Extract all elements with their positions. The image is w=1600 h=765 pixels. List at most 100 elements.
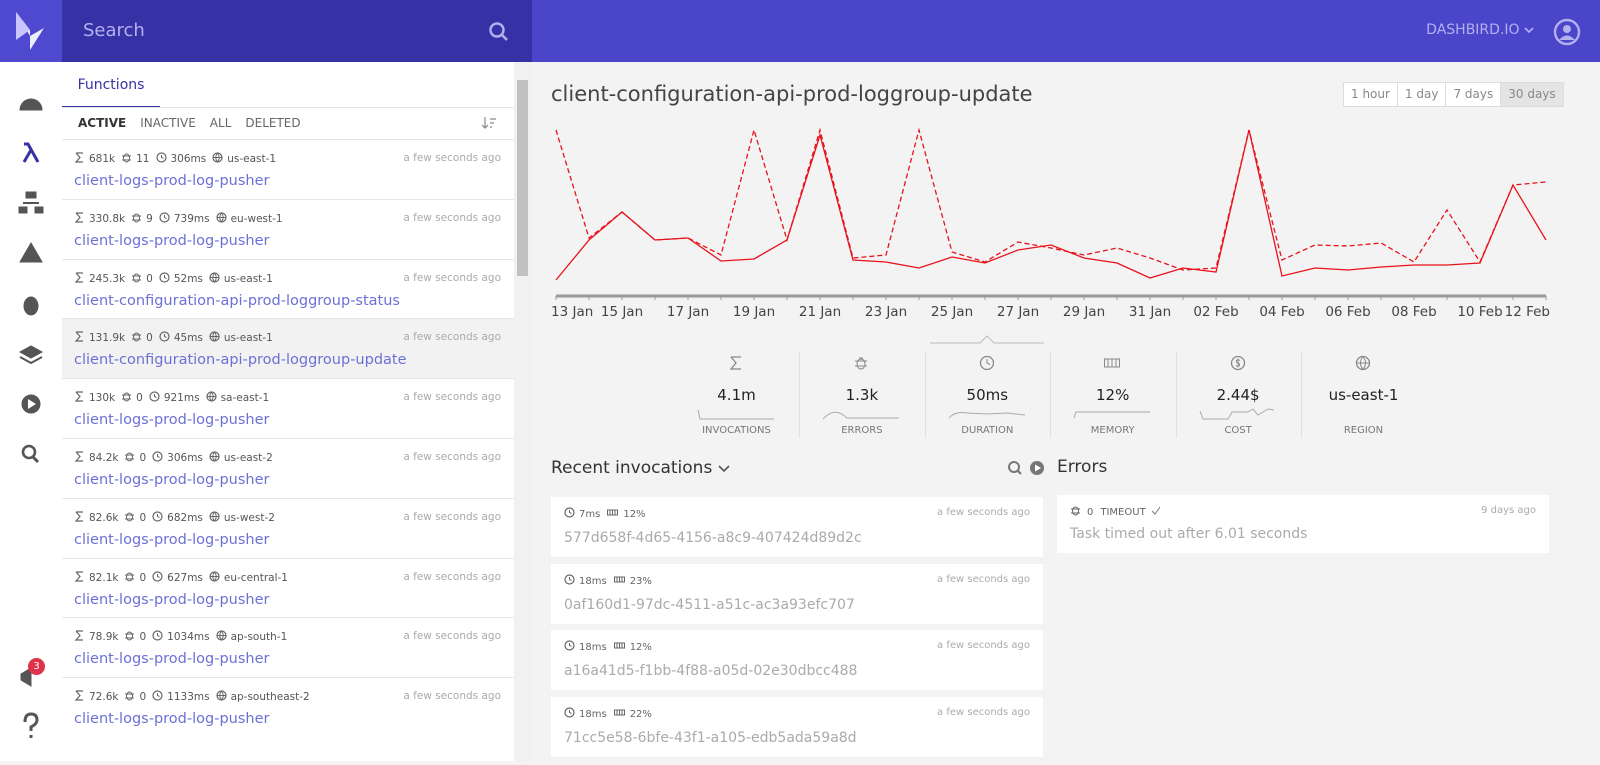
filter-tab[interactable]: ACTIVE <box>78 116 127 130</box>
function-row[interactable]: 131.9k 0 45ms us-east-1 a few seconds ago cli… <box>62 318 514 379</box>
x-tick-label: 29 Jan <box>1063 304 1105 320</box>
function-name[interactable]: client-logs-prod-log-pusher <box>74 472 270 488</box>
meta-duration: 306ms <box>167 452 203 464</box>
function-row[interactable]: 82.1k 0 627ms eu-central-1 a few seconds ago… <box>62 557 514 618</box>
nav-errors[interactable] <box>23 296 39 316</box>
search-bar[interactable]: Search <box>62 0 532 62</box>
stat-value: 12% <box>1096 386 1130 404</box>
bug-icon <box>122 153 132 163</box>
search-icon[interactable] <box>488 21 510 43</box>
function-row[interactable]: 130k 0 921ms sa-east-1 a few seconds ago clie… <box>62 378 514 438</box>
function-row[interactable]: 78.9k 0 1034ms ap-south-1 a few seconds ago c… <box>62 617 514 677</box>
functions-tab[interactable]: Functions <box>62 62 160 108</box>
function-name[interactable]: client-logs-prod-log-pusher <box>74 232 270 249</box>
invocation-id[interactable]: 577d658f-4d65-4156-a8c9-407424d89d2c <box>564 530 862 546</box>
meta-duration: 45ms <box>173 332 203 345</box>
range-button[interactable]: 1 hour <box>1344 83 1398 106</box>
x-tick-label: 04 Feb <box>1259 304 1304 320</box>
stat-icon <box>1104 358 1121 368</box>
logo-icon <box>16 12 44 50</box>
stat-divider <box>799 352 801 438</box>
nav-structure[interactable] <box>18 191 44 214</box>
dashed-line <box>555 127 1547 271</box>
function-meta: 72.6k 0 1133ms ap-southeast-2 <box>74 690 310 703</box>
function-row[interactable]: 72.6k 0 1133ms ap-southeast-2 a few seconds … <box>62 677 514 737</box>
invocation-id[interactable]: 71cc5e58-6bfe-43f1-a105-edb5ada59a8d <box>564 729 857 746</box>
function-name[interactable]: client-logs-prod-log-pusher <box>74 591 270 608</box>
stat: 1.3k ERRORS <box>799 0 924 440</box>
function-name[interactable]: client-logs-prod-log-pusher <box>74 711 270 728</box>
function-row[interactable]: 82.6k 0 682ms us-west-2 a few seconds ago cli… <box>62 497 514 558</box>
function-time: a few seconds ago <box>403 152 501 164</box>
function-name[interactable]: client-logs-prod-log-pusher <box>74 412 270 429</box>
function-row[interactable]: 330.8k 9 739ms eu-west-1 a few seconds ago cl… <box>62 198 514 259</box>
function-meta: 330.8k 9 739ms eu-west-1 <box>74 212 283 225</box>
invocation-card[interactable]: 18ms 22% a few seconds ago 71cc5e58-6bfe-43… <box>551 696 1043 757</box>
nav-functions[interactable] <box>22 142 40 163</box>
scroll-thumb[interactable] <box>517 80 528 276</box>
function-time: a few seconds ago <box>403 690 501 703</box>
function-name[interactable]: client-logs-prod-log-pusher <box>74 531 270 548</box>
nav-play[interactable] <box>21 394 41 414</box>
function-name[interactable]: client-logs-prod-log-pusher <box>74 651 270 668</box>
stat-value: 50ms <box>966 386 1009 404</box>
stat-value: 1.3k <box>845 386 879 404</box>
sort-icon[interactable] <box>481 116 497 130</box>
mem-icon <box>613 642 625 649</box>
meta-invocations: 82.6k <box>89 511 119 524</box>
meta-duration: 921ms <box>163 392 200 405</box>
x-tick-label: 13 Jan <box>551 304 593 320</box>
stat: 50ms DURATION <box>925 0 1050 440</box>
function-row[interactable]: 84.2k 0 306ms us-east-2 a few seconds ago cli… <box>62 438 514 498</box>
function-meta: 82.1k 0 627ms eu-central-1 <box>74 570 288 584</box>
filter-tab[interactable]: ALL <box>209 116 232 130</box>
stat-icon <box>979 355 994 371</box>
stat-icon <box>729 356 741 370</box>
nav-help[interactable] <box>23 712 39 738</box>
nav-search[interactable] <box>21 444 40 464</box>
logo[interactable] <box>0 0 62 62</box>
nav-alerts[interactable] <box>19 242 43 263</box>
meta-duration: 1133ms <box>167 691 210 704</box>
invocation-card[interactable]: 7ms 12% a few seconds ago 577d658f-4d65-415… <box>551 497 1043 557</box>
stat-icon <box>855 357 868 370</box>
invocation-id[interactable]: a16a41d5-f1bb-4f88-a05d-02e30dbcc488 <box>564 663 858 680</box>
bug-icon <box>125 631 135 641</box>
range-button[interactable]: 7 days <box>1446 83 1502 106</box>
bug-icon <box>132 332 142 342</box>
function-name[interactable]: client-logs-prod-log-pusher <box>74 173 270 189</box>
stat-label: INVOCATIONS <box>702 425 771 436</box>
meta-region: us-east-2 <box>223 452 273 464</box>
sigma-icon <box>74 690 83 701</box>
invocation-time: a few seconds ago <box>937 507 1030 518</box>
function-name[interactable]: client-configuration-api-prod-loggroup-s… <box>74 292 400 309</box>
meta-duration: 52ms <box>173 272 203 285</box>
recent-header[interactable]: Recent invocations <box>551 458 730 478</box>
filter-tab[interactable]: DELETED <box>245 116 301 130</box>
nav-layers[interactable] <box>18 345 44 365</box>
meta-region: eu-central-1 <box>223 571 288 584</box>
invocation-card[interactable]: 18ms 12% a few seconds ago a16a41d5-f1bb-4f… <box>551 630 1043 691</box>
function-meta: 82.6k 0 682ms us-west-2 <box>74 511 275 524</box>
account-menu[interactable]: DASHBIRD.IO <box>1426 22 1534 38</box>
invocation-card[interactable]: 18ms 23% a few seconds ago 0af160d1-97dc-45… <box>551 563 1043 624</box>
x-tick-label: 17 Jan <box>667 304 709 320</box>
range-button[interactable]: 1 day <box>1398 83 1447 106</box>
meta-region: us-east-1 <box>223 332 273 345</box>
nav-dashboard[interactable] <box>19 98 43 111</box>
function-row[interactable]: 681k 11 306ms us-east-1 a few seconds ago cli… <box>62 139 514 199</box>
recent-actions[interactable] <box>1007 460 1047 476</box>
scrollbar[interactable] <box>514 62 530 761</box>
nav-announcements[interactable] <box>20 667 32 687</box>
function-name[interactable]: client-configuration-api-prod-loggroup-u… <box>74 352 407 369</box>
range-button[interactable]: 30 days <box>1501 83 1563 106</box>
function-row[interactable]: 245.3k 0 52ms us-east-1 a few seconds ago cli… <box>62 258 514 319</box>
avatar[interactable] <box>1552 17 1582 47</box>
error-card[interactable]: 0 TIMEOUT 9 days ago Task timed out after 6… <box>1057 495 1549 553</box>
stat-divider <box>1301 352 1302 438</box>
invocation-id[interactable]: 0af160d1-97dc-4511-a51c-ac3a93efc707 <box>564 596 855 613</box>
filter-tab[interactable]: INACTIVE <box>140 116 196 130</box>
bug-icon <box>122 392 132 402</box>
sigma-icon <box>74 271 83 283</box>
